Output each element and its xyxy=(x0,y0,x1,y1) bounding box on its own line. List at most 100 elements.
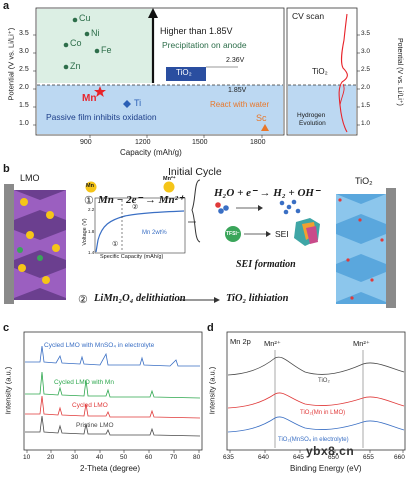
c-xtick-6: 60 xyxy=(145,454,153,461)
d-xtick-2: 640 xyxy=(258,454,269,461)
xrd-series-blue xyxy=(25,345,200,367)
d-xtick-4: 650 xyxy=(328,454,339,461)
xrd-series-gray xyxy=(25,415,201,437)
arrow-text-2: Precipitation on anode xyxy=(162,40,247,50)
step2-number: ② xyxy=(78,294,88,306)
tio2-box-label: TiO₂ xyxy=(176,68,192,77)
xps-series-blue xyxy=(227,416,405,433)
fe-marker xyxy=(94,48,100,54)
inset-x-label: Specific Capacity (mAh/g) xyxy=(100,254,164,260)
cv-tio2-label: TiO₂ xyxy=(312,67,328,76)
panel-b-diagram xyxy=(4,179,396,308)
tfsi-ball xyxy=(225,226,241,242)
inset-ytick-3: 1.8 xyxy=(88,229,95,234)
d-xtick-6: 660 xyxy=(394,454,405,461)
xrd-series-red xyxy=(25,395,201,419)
c-series-3: Cycled LMO xyxy=(72,402,108,409)
d-x-label: Binding Energy (eV) xyxy=(290,464,362,473)
inset-ytick-1: 1.4 xyxy=(88,250,95,255)
up-arrow-head xyxy=(148,8,158,18)
d-xtick-3: 645 xyxy=(293,454,304,461)
v-236-label: 2.36V xyxy=(226,57,245,64)
inset-curve xyxy=(95,210,185,253)
d-peak-1: Mn²⁺ xyxy=(264,339,281,348)
d-y-label: Intensity (a.u.) xyxy=(207,366,217,415)
watermark: ybx8.cn xyxy=(306,444,355,458)
a-rytick-3: 2.0 xyxy=(361,84,371,91)
inset-plot-frame xyxy=(94,197,186,254)
a-ytick-2: 1.5 xyxy=(19,102,29,109)
a-rytick-6: 3.5 xyxy=(361,30,371,37)
sei-formation-label: SEI formation xyxy=(236,259,296,270)
panel-a-chart xyxy=(33,7,360,138)
tio2-current-collector xyxy=(386,188,396,308)
a-y-left-label: Potential (V vs. Li/Li⁺) xyxy=(6,27,16,101)
step2-left: LiMn₂O₄ delithiation xyxy=(94,293,186,304)
ti-diamond-marker xyxy=(123,100,131,108)
a-rytick-4: 2.5 xyxy=(361,66,371,73)
zn-label: Zn xyxy=(70,61,81,71)
xps-series-red xyxy=(227,392,405,409)
c-series-2: Cycled LMO with Mn xyxy=(54,379,114,386)
cu-label: Cu xyxy=(79,13,91,23)
green-region xyxy=(37,9,153,83)
inset-marker-1: ① xyxy=(112,241,119,248)
inset-marker-2: ② xyxy=(132,204,139,211)
xps-frame xyxy=(226,331,406,451)
a-xtick-3: 1500 xyxy=(192,139,208,146)
d-peak-2: Mn²⁺ xyxy=(353,339,370,348)
sei-blob xyxy=(294,218,320,246)
fe-label: Fe xyxy=(101,45,112,55)
c-xtick-4: 40 xyxy=(96,454,104,461)
c-xtick-8: 80 xyxy=(193,454,201,461)
c-x-label: 2-Theta (degree) xyxy=(80,464,141,473)
c-xtick-2: 20 xyxy=(47,454,55,461)
a-y-right-label: Potential (V vs. Li/Li⁺) xyxy=(396,38,403,106)
cv-curve xyxy=(338,13,348,133)
step1-equation: Mn − 2e⁻ → Mn²⁺ xyxy=(98,194,184,206)
a-ytick-3: 2.0 xyxy=(19,84,29,91)
sei-label: SEI xyxy=(275,229,289,239)
v-185-label: 1.85V xyxy=(228,87,247,94)
d-xtick-5: 655 xyxy=(363,454,374,461)
passive-text: Passive film inhibits oxidation xyxy=(46,112,157,122)
blue-region xyxy=(37,85,283,134)
panel-c-chart xyxy=(23,331,203,453)
mn2-ball xyxy=(163,181,175,193)
a-rytick-1: 1.0 xyxy=(361,120,371,127)
a-rytick-2: 1.5 xyxy=(361,102,371,109)
lmo-label: LMO xyxy=(20,173,40,183)
ni-label: Ni xyxy=(91,28,100,38)
c-xtick-7: 70 xyxy=(170,454,178,461)
mn-label: Mn xyxy=(82,93,97,104)
a-xtick-1: 900 xyxy=(80,139,92,146)
a-ytick-5: 3.0 xyxy=(19,48,29,55)
hydrogen-label-2: Evolution xyxy=(299,120,326,127)
panel-label-a: a xyxy=(3,0,10,12)
react-text: React with water xyxy=(210,100,270,109)
d-title: Mn 2p xyxy=(230,337,251,346)
d-series-3: TiO₂(MnSO₄ in electrolyte) xyxy=(278,437,349,443)
panel-d-chart xyxy=(226,331,406,453)
d-xtick-1: 635 xyxy=(223,454,234,461)
panel-label-c: c xyxy=(3,322,10,334)
inset-ytick-5: 2.2 xyxy=(88,207,95,212)
c-y-label: Intensity (a.u.) xyxy=(3,366,13,415)
panel-label-b: b xyxy=(3,163,10,175)
cv-title: CV scan xyxy=(292,11,325,21)
step2-right: TiO₂ lithiation xyxy=(226,293,289,304)
tio2-box xyxy=(166,67,206,81)
step1-number: ① xyxy=(84,195,94,207)
c-xtick-3: 30 xyxy=(71,454,79,461)
co-marker xyxy=(63,42,69,48)
cu-marker xyxy=(72,17,78,23)
a-xtick-4: 1800 xyxy=(250,139,266,146)
xrd-frame xyxy=(23,331,203,451)
a-ytick-1: 1.0 xyxy=(19,120,29,127)
ti-label: Ti xyxy=(134,98,142,108)
mn2-ball-label: Mn²⁺ xyxy=(163,176,176,182)
ni-marker xyxy=(84,31,90,37)
co-label: Co xyxy=(70,38,82,48)
mn-ball xyxy=(85,181,97,193)
tio2-electrode-label: TiO₂ xyxy=(355,176,373,186)
